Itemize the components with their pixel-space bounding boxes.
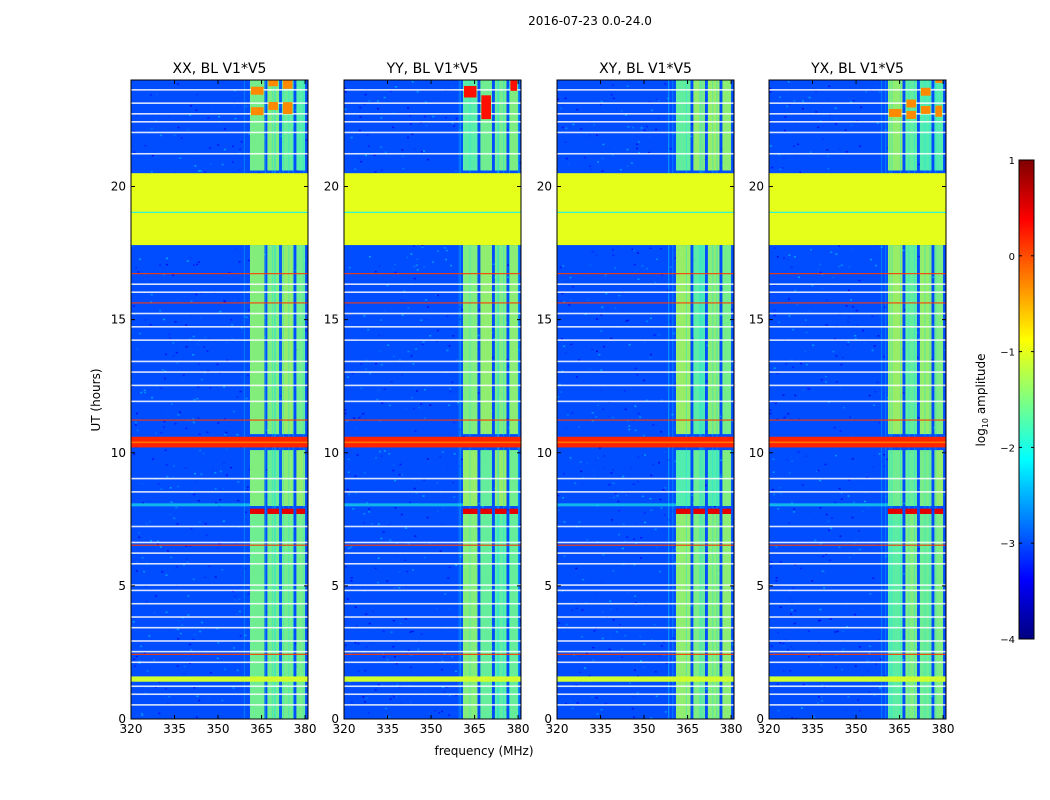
spectrogram-image: [557, 80, 734, 719]
y-tick-label: 5: [331, 579, 339, 593]
y-axis-label: UT (hours): [89, 368, 103, 431]
x-tick-label: 380: [720, 722, 743, 736]
x-tick-label: 320: [758, 722, 781, 736]
spectrogram-image: [344, 80, 521, 719]
colorbar-label: log10 amplitude: [974, 354, 990, 447]
spectrogram-image: [131, 80, 308, 719]
panel-frame: [768, 79, 947, 720]
x-tick-label: 350: [207, 722, 230, 736]
y-tick-label: 5: [118, 579, 126, 593]
x-tick-label: 335: [376, 722, 399, 736]
panel-title: YX, BL V1*V5: [810, 61, 904, 77]
x-tick-label: 380: [294, 722, 317, 736]
x-tick-label: 350: [633, 722, 656, 736]
panel-yy: YY, BL V1*V5 320 335 350 365 380 0 5 10 15 20: [324, 61, 530, 736]
y-tick-label: 15: [324, 313, 339, 327]
x-tick-label: 320: [120, 722, 143, 736]
colorbar-tick-label: −2: [1000, 443, 1015, 454]
x-tick-label: 335: [589, 722, 612, 736]
y-tick-label: 0: [118, 712, 126, 726]
panel-xy: XY, BL V1*V5 320 335 350 365 380 0 5 10 15 20: [537, 61, 743, 736]
x-tick-label: 365: [463, 722, 486, 736]
x-tick-label: 380: [507, 722, 530, 736]
y-tick-label: 5: [756, 579, 764, 593]
y-tick-label: 15: [537, 313, 552, 327]
panel-yx: YX, BL V1*V5 320 335 350 365 380 0 5 10 15 20: [749, 61, 955, 736]
x-tick-label: 320: [333, 722, 356, 736]
panel-title: XX, BL V1*V5: [173, 61, 267, 77]
y-tick-label: 0: [331, 712, 339, 726]
y-tick-label: 20: [537, 180, 552, 194]
spectrogram-image: [769, 80, 946, 719]
y-tick-label: 5: [544, 579, 552, 593]
x-tick-label: 365: [888, 722, 911, 736]
colorbar: 1 0 −1 −2 −3 −4 log10 amplitude: [974, 156, 1035, 646]
y-tick-label: 10: [749, 446, 764, 460]
panel-frame: [130, 79, 309, 720]
x-tick-label: 335: [163, 722, 186, 736]
suptitle: 2016-07-23 0.0-24.0: [528, 14, 652, 28]
panel-frame: [343, 79, 522, 720]
panel-title: YY, BL V1*V5: [386, 61, 479, 77]
colorbar-tick-label: 0: [1009, 252, 1015, 263]
colorbar-tick-label: −4: [1000, 635, 1015, 646]
y-tick-label: 20: [749, 180, 764, 194]
colorbar-tick-label: −3: [1000, 539, 1015, 550]
panel-xx: XX, BL V1*V5 320 335 350 365 380 0 5 10 15 20: [111, 61, 317, 736]
colorbar-tick-label: −1: [1000, 348, 1015, 359]
y-tick-label: 0: [756, 712, 764, 726]
x-tick-label: 380: [932, 722, 955, 736]
x-tick-label: 335: [801, 722, 824, 736]
y-tick-label: 15: [749, 313, 764, 327]
x-tick-label: 365: [676, 722, 699, 736]
panel-title: XY, BL V1*V5: [599, 61, 692, 77]
y-tick-label: 20: [324, 180, 339, 194]
x-tick-label: 365: [250, 722, 273, 736]
x-axis-label: frequency (MHz): [434, 744, 533, 758]
y-tick-label: 0: [544, 712, 552, 726]
panel-frame: [556, 79, 735, 720]
y-tick-label: 10: [324, 446, 339, 460]
y-tick-label: 10: [111, 446, 126, 460]
colorbar-tick-label: 1: [1009, 156, 1015, 167]
x-tick-label: 350: [845, 722, 868, 736]
x-tick-label: 350: [420, 722, 443, 736]
colorbar-gradient: [1018, 159, 1035, 640]
y-tick-label: 10: [537, 446, 552, 460]
x-tick-label: 320: [546, 722, 569, 736]
y-tick-label: 15: [111, 313, 126, 327]
y-tick-label: 20: [111, 180, 126, 194]
